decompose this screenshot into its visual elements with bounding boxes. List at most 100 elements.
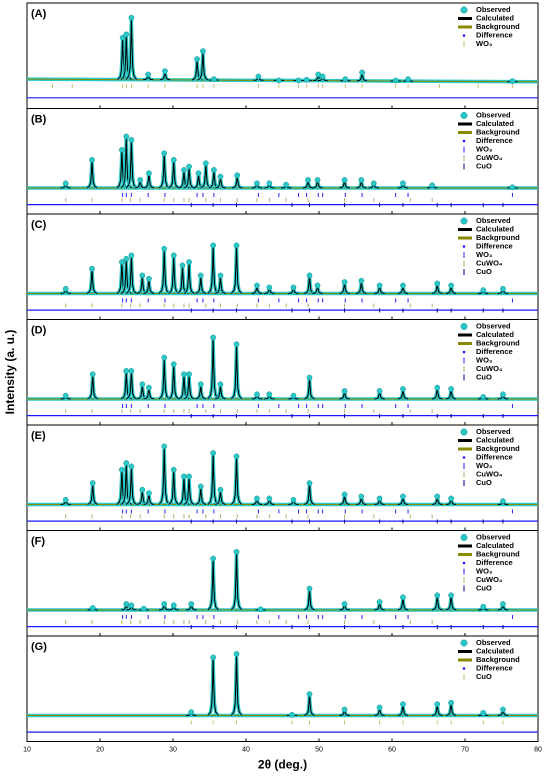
observed-point (359, 69, 365, 76)
observed-point (137, 177, 143, 183)
panel-label: (G) (31, 641, 47, 653)
observed-point (255, 73, 262, 80)
legend-label: Difference (476, 558, 513, 567)
observed-point (203, 160, 209, 167)
observed-point (89, 480, 96, 486)
observed-point (370, 180, 377, 187)
x-tick-label: 60 (388, 746, 396, 753)
observed-point (500, 391, 506, 398)
observed-point (170, 361, 177, 368)
observed-point (146, 170, 152, 177)
legend-swatch (460, 428, 468, 436)
observed-point (128, 14, 135, 21)
legend-label: CuWO₄ (476, 258, 503, 267)
legend-label: Observed (476, 321, 511, 330)
observed-point (128, 463, 135, 470)
x-axis-label: 2θ (deg.) (258, 758, 307, 772)
legend-swatch (460, 323, 468, 330)
observed-point (62, 285, 69, 292)
legend-swatch (460, 112, 468, 119)
observed-point (186, 371, 192, 378)
legend-swatch (462, 667, 466, 670)
legend-label: Difference (476, 452, 513, 461)
observed-point (170, 466, 177, 473)
legend-label: Calculated (476, 541, 514, 550)
observed-point (392, 77, 399, 84)
observed-point (480, 709, 487, 716)
observed-point (434, 280, 441, 287)
legend-label: Calculated (476, 330, 514, 339)
observed-point (89, 265, 95, 272)
legend-label: Background (476, 655, 520, 664)
observed-point (179, 262, 186, 269)
observed-point (200, 48, 206, 54)
x-tick-label: 20 (96, 746, 104, 753)
observed-point (266, 391, 273, 398)
panel-frame (26, 635, 539, 742)
observed-point (139, 486, 146, 493)
observed-point (139, 272, 146, 279)
legend-swatch (460, 217, 468, 225)
observed-point (448, 386, 454, 392)
observed-point (376, 388, 383, 394)
observed-point (480, 287, 487, 293)
observed-point (89, 605, 96, 611)
observed-point (181, 371, 187, 378)
legend-label: Calculated (476, 13, 514, 22)
observed-point (341, 601, 348, 607)
legend-label: CuWO₄ (476, 469, 503, 478)
observed-point (181, 473, 187, 480)
legend-label: Background (476, 22, 520, 31)
observed-point (376, 282, 383, 289)
observed-point (197, 381, 204, 388)
legend-label: CuO (476, 161, 492, 170)
observed-point (194, 56, 200, 62)
y-axis-label: Intensity (a. u.) (3, 330, 17, 415)
legend-swatch (460, 534, 468, 541)
legend-label: Observed (476, 216, 511, 225)
x-tick-label: 70 (461, 746, 469, 753)
observed-point (376, 495, 383, 502)
legend-label: Calculated (476, 646, 514, 655)
legend-label: Difference (476, 347, 513, 356)
legend-label: Calculated (476, 119, 514, 128)
observed-point (295, 77, 302, 84)
observed-point (128, 137, 135, 143)
observed-point (128, 602, 135, 609)
observed-point (119, 259, 125, 265)
observed-point (405, 76, 411, 82)
observed-point (233, 341, 240, 348)
observed-point (254, 282, 260, 289)
observed-point (89, 371, 96, 378)
observed-point (434, 592, 441, 599)
observed-point (448, 495, 454, 502)
x-tick-label: 80 (534, 746, 542, 753)
observed-point (161, 150, 168, 157)
observed-point (376, 704, 383, 711)
observed-point (448, 699, 454, 706)
legend-label: CuWO₄ (476, 364, 503, 373)
observed-point (341, 706, 348, 713)
legend-label: CuO (476, 672, 492, 681)
legend-label: Background (476, 233, 520, 242)
observed-point (341, 279, 348, 285)
observed-point (170, 252, 177, 259)
observed-point (234, 172, 241, 179)
x-tick-label: 50 (315, 746, 323, 753)
legend-label: CuWO₄ (476, 153, 503, 162)
observed-point (276, 77, 282, 84)
observed-point (429, 182, 435, 189)
observed-point (233, 242, 240, 249)
observed-point (62, 496, 69, 503)
observed-point (188, 709, 195, 715)
observed-point (170, 157, 177, 163)
observed-point (254, 391, 260, 398)
observed-point (119, 466, 125, 473)
observed-point (306, 480, 313, 486)
observed-point (290, 284, 297, 291)
legend-label: Difference (476, 30, 513, 39)
observed-point (306, 374, 313, 381)
legend-label: WO₃ (476, 39, 493, 48)
legend-swatch (462, 350, 466, 354)
legend-label: Difference (476, 241, 513, 250)
